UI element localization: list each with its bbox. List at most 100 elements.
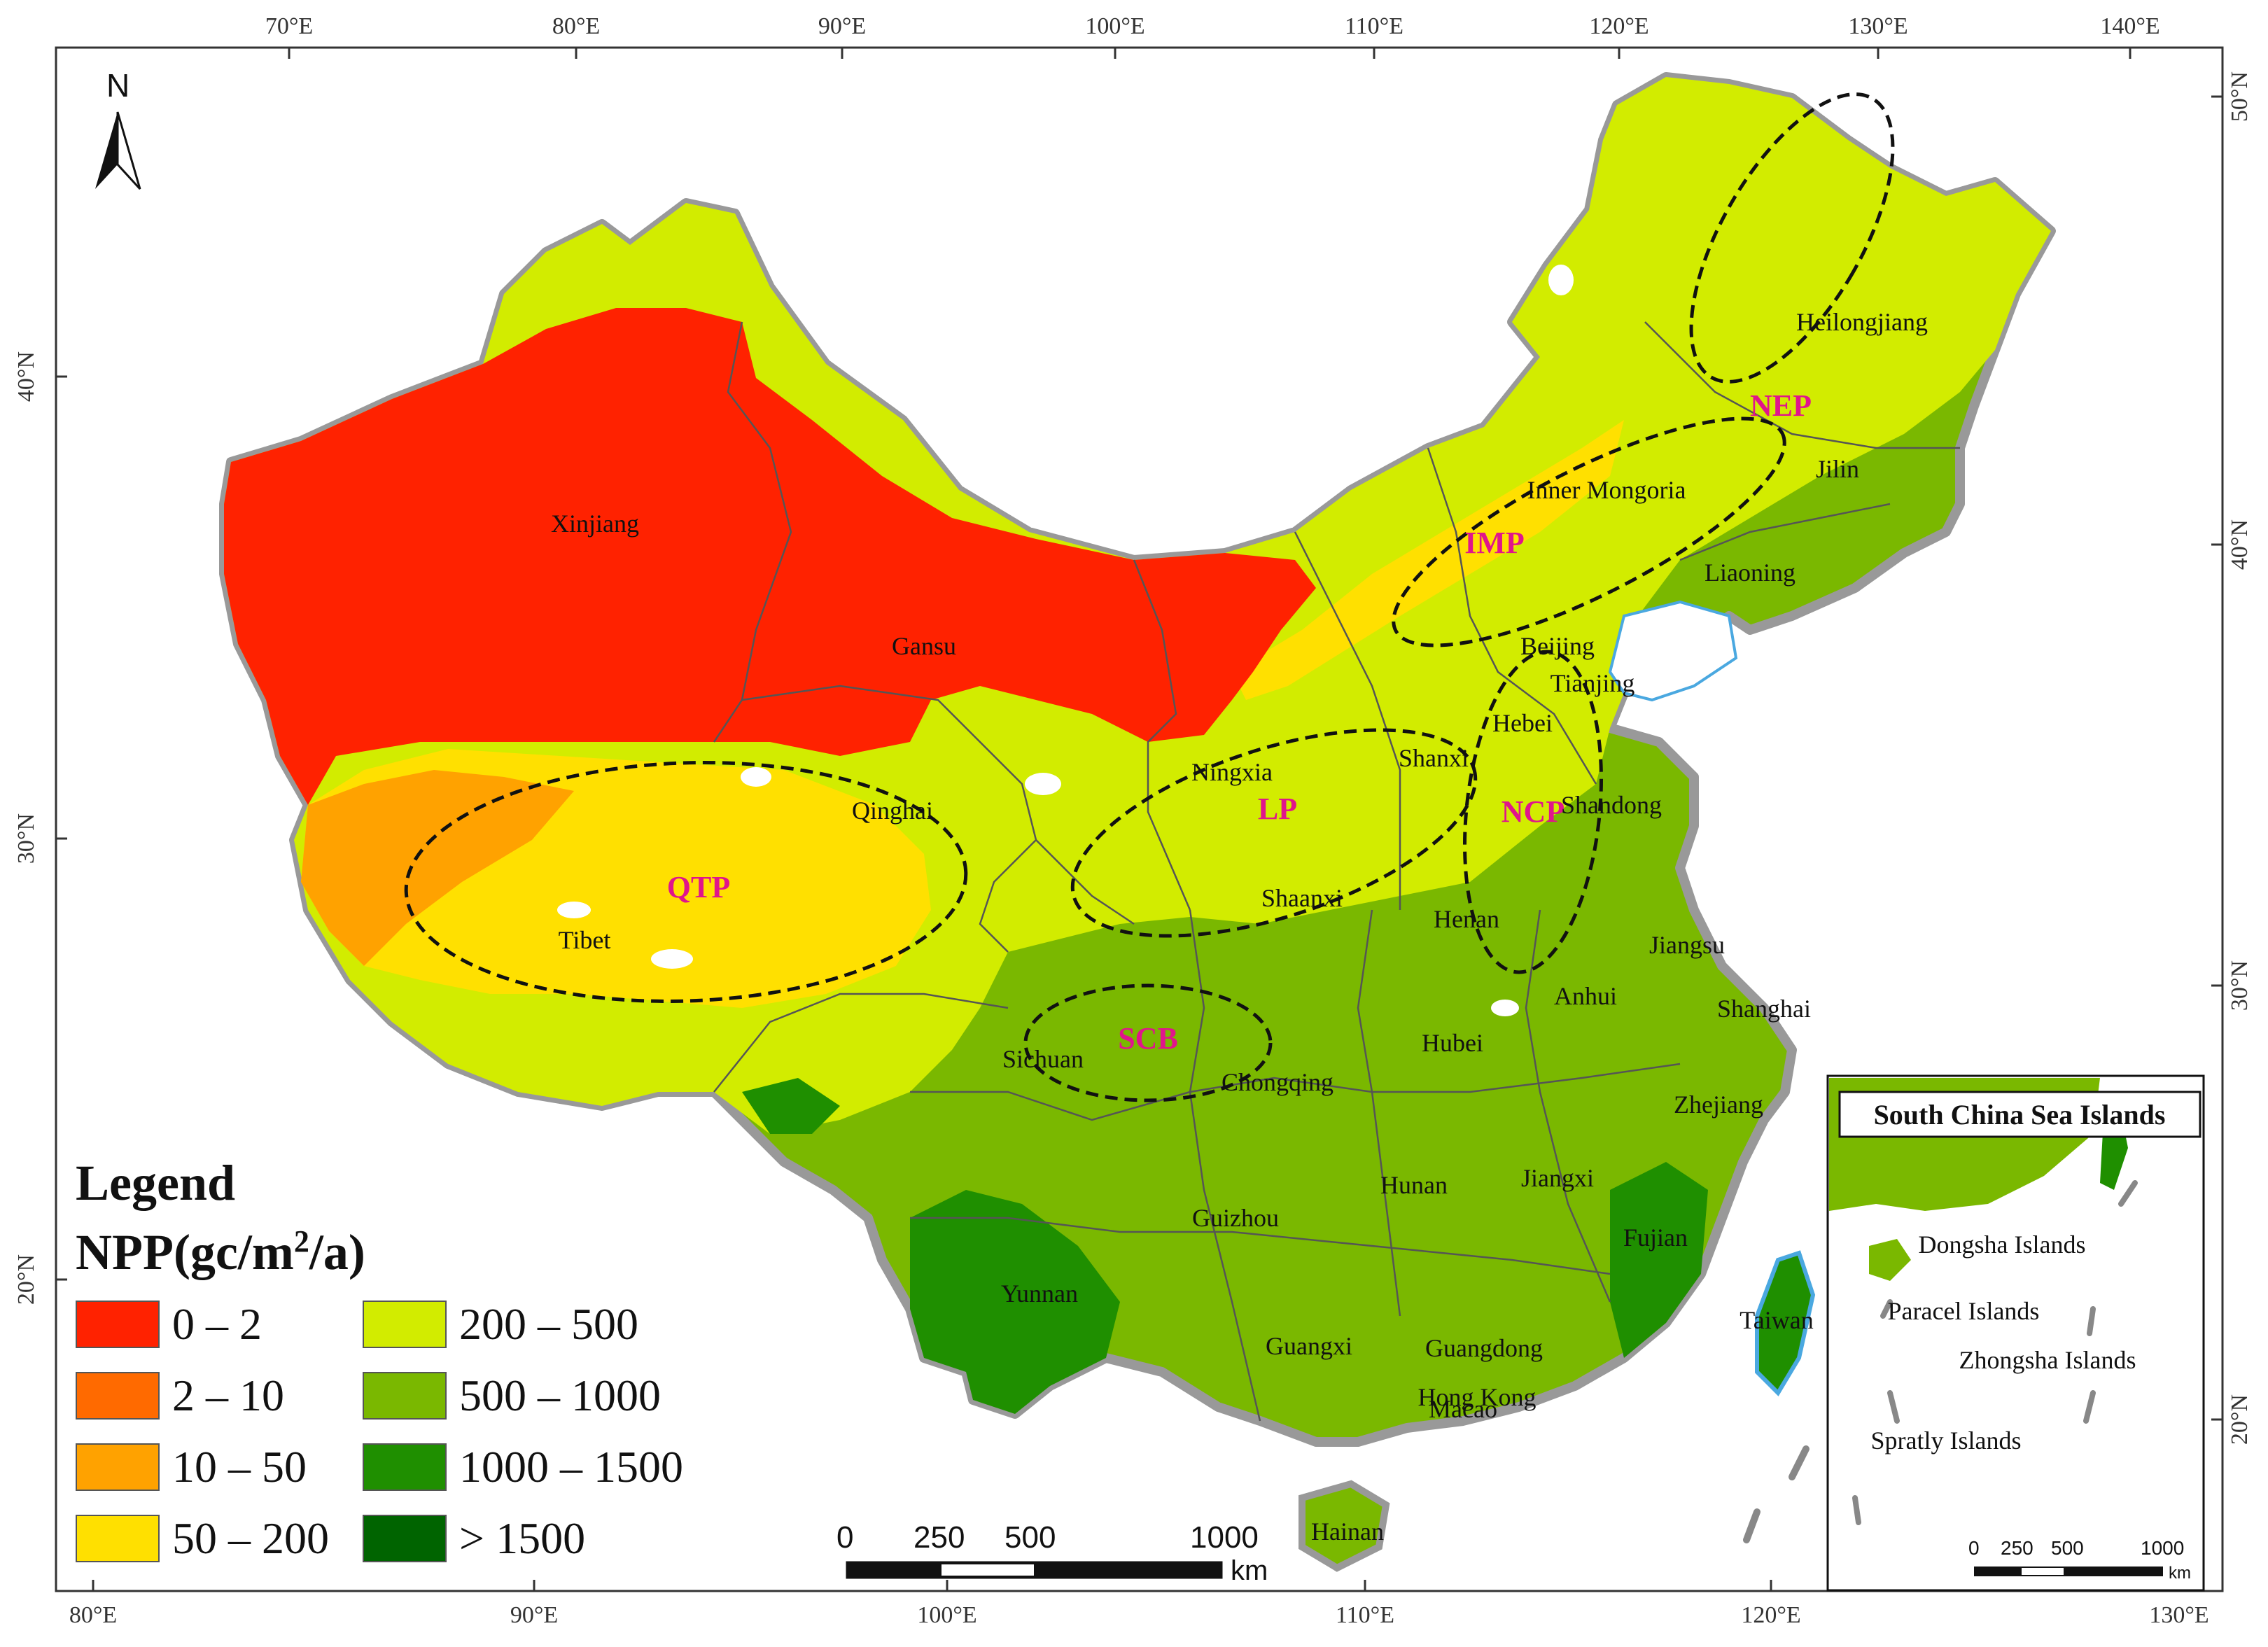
region-ellipses — [404, 92, 1895, 1102]
legend-swatch — [363, 1443, 447, 1491]
forest-zone — [910, 1190, 1120, 1414]
legend-item: 0 – 2 — [76, 1298, 363, 1350]
left-tick-label: 20°N — [13, 1254, 39, 1305]
province-label: Henan — [1434, 905, 1499, 933]
inset-scale-unit: km — [2169, 1564, 2191, 1583]
legend-unit-suffix: /a) — [309, 1224, 365, 1280]
legend-swatch — [76, 1301, 160, 1348]
inset-scale-tick: 1000 — [2141, 1537, 2185, 1559]
province-label: Sichuan — [1002, 1045, 1084, 1073]
inset-hainan — [1869, 1239, 1911, 1281]
legend-label: > 1500 — [459, 1513, 586, 1563]
scale-tick-label: 0 — [836, 1520, 854, 1555]
province-label: Hubei — [1422, 1029, 1483, 1057]
region-label-ncp: NCP — [1502, 794, 1564, 829]
region-label-nep: NEP — [1750, 388, 1812, 423]
left-tick-labels: 40°N 30°N 20°N — [13, 351, 39, 1305]
top-tick-label: 110°E — [1345, 13, 1404, 39]
scale-tick-label: 250 — [913, 1520, 965, 1555]
inset-scale-tick: 250 — [2001, 1537, 2033, 1559]
province-label: Hebei — [1492, 709, 1553, 737]
taiwan-island — [1755, 1250, 1816, 1396]
legend-unit-prefix: NPP(gc/m — [76, 1224, 294, 1280]
scale-tick-label: 1000 — [1190, 1520, 1259, 1555]
bottom-tick-labels: 80°E 90°E 100°E 110°E 120°E 130°E — [69, 1602, 2209, 1628]
province-label: Xinjiang — [551, 510, 639, 538]
arid-zone — [1232, 420, 1624, 700]
dash-line — [1743, 1445, 1809, 1543]
province-label: Shaanxi — [1261, 884, 1343, 912]
right-tick-label: 20°N — [2227, 1394, 2253, 1445]
legend-item: 2 – 10 — [76, 1370, 363, 1422]
province-label: Shanxi — [1399, 744, 1469, 772]
legend-item: > 1500 — [363, 1513, 713, 1564]
province-label: Heilongjiang — [1796, 308, 1928, 336]
legend-label: 200 – 500 — [459, 1299, 638, 1349]
bottom-tick-label: 100°E — [917, 1602, 976, 1628]
region-label-lp: LP — [1258, 792, 1297, 826]
legend: Legend NPP(gc/m2/a) 0 – 2 200 – 500 2 – … — [76, 1154, 776, 1564]
right-tick-labels: 50°N 40°N 30°N 20°N — [2227, 71, 2253, 1445]
legend-unit-sup: 2 — [293, 1224, 309, 1259]
top-tick-label: 80°E — [552, 13, 600, 39]
bottom-tick-label: 80°E — [69, 1602, 117, 1628]
legend-item: 200 – 500 — [363, 1298, 713, 1350]
province-label: Yunnan — [1001, 1280, 1078, 1308]
province-labels: Xinjiang Gansu Qinghai Tibet Ningxia Sha… — [551, 308, 1928, 1546]
top-tick-label: 120°E — [1589, 13, 1648, 39]
legend-swatch — [363, 1301, 447, 1348]
inset-title: South China Sea Islands — [1874, 1099, 2166, 1130]
legend-item: 500 – 1000 — [363, 1370, 713, 1422]
region-label-qtp: QTP — [667, 870, 730, 904]
province-label: Taiwan — [1740, 1306, 1813, 1334]
province-label: Beijing — [1520, 632, 1595, 660]
bohai-sea — [1608, 600, 1738, 702]
inset-island-label: Dongsha Islands — [1919, 1231, 2086, 1259]
region-label-imp: IMP — [1464, 526, 1525, 560]
inset-island-label: Paracel Islands — [1888, 1297, 2040, 1325]
legend-swatch — [76, 1515, 160, 1562]
right-tick-label: 40°N — [2227, 519, 2253, 570]
legend-label: 10 – 50 — [172, 1442, 307, 1492]
legend-item: 1000 – 1500 — [363, 1441, 713, 1493]
bottom-tick-label: 110°E — [1336, 1602, 1394, 1628]
top-tick-label: 100°E — [1085, 13, 1144, 39]
bottom-tick-label: 90°E — [510, 1602, 558, 1628]
province-label: Jiangsu — [1649, 931, 1725, 959]
legend-item: 50 – 200 — [76, 1513, 363, 1564]
province-label: Inner Mongoria — [1527, 476, 1686, 504]
province-label: Chongqing — [1222, 1068, 1334, 1096]
top-tick-label: 140°E — [2100, 13, 2160, 39]
province-label: Tibet — [559, 926, 611, 954]
province-boundaries — [713, 321, 1960, 1422]
inset-island-label: Spratly Islands — [1871, 1427, 2022, 1455]
legend-label: 2 – 10 — [172, 1371, 284, 1420]
province-label: Hong Kong — [1418, 1383, 1536, 1411]
province-label: Hainan — [1311, 1518, 1384, 1546]
province-label: Shandong — [1561, 791, 1662, 819]
legend-swatch — [76, 1443, 160, 1491]
legend-label: 1000 – 1500 — [459, 1442, 683, 1492]
region-label-scb: SCB — [1118, 1021, 1178, 1056]
top-tick-label: 70°E — [265, 13, 313, 39]
province-label: Hunan — [1380, 1171, 1448, 1199]
forest-zone — [742, 1078, 840, 1134]
scale-tick-label: 500 — [1004, 1520, 1056, 1555]
province-label: Guizhou — [1192, 1204, 1279, 1232]
province-label: Guangxi — [1266, 1332, 1352, 1360]
semi-arid-zone — [301, 770, 574, 966]
china-landmass — [219, 72, 2056, 1572]
province-label: Shanghai — [1717, 995, 1811, 1023]
water-bodies — [557, 265, 1574, 1016]
legend-heading: Legend — [76, 1155, 236, 1211]
north-label: N — [106, 67, 130, 104]
legend-label: 0 – 2 — [172, 1299, 262, 1349]
legend-grid: 0 – 2 200 – 500 2 – 10 500 – 1000 10 – 5… — [76, 1298, 776, 1564]
scale-bar — [846, 1561, 1223, 1579]
top-tick-labels: 70°E 80°E 90°E 100°E 110°E 120°E 130°E 1… — [265, 13, 2160, 39]
legend-swatch — [76, 1372, 160, 1420]
inset-island-label: Zhongsha Islands — [1959, 1346, 2136, 1374]
inset-scale-tick: 0 — [1968, 1537, 1980, 1559]
province-label: Liaoning — [1704, 559, 1795, 587]
